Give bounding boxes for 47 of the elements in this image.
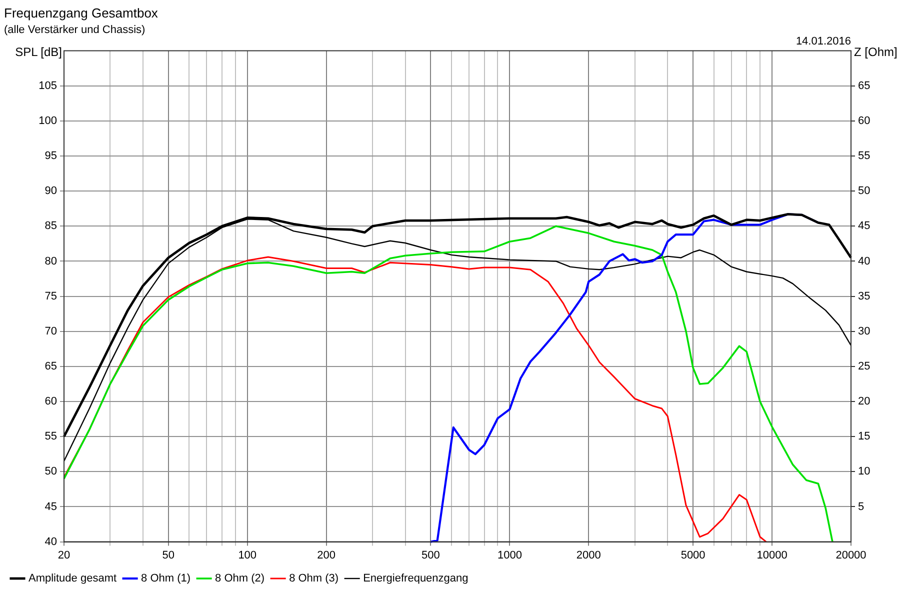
chart-subtitle: (alle Verstärker und Chassis) bbox=[4, 24, 146, 36]
y2-tick-label: 45 bbox=[858, 220, 870, 232]
legend-label: 8 Ohm (3) bbox=[289, 572, 339, 585]
y2-tick-label: 25 bbox=[858, 360, 870, 372]
y2-axis-title: Z [Ohm] bbox=[854, 45, 898, 60]
y-axis-title: SPL [dB] bbox=[15, 45, 62, 60]
y-tick-label: 45 bbox=[44, 500, 57, 513]
y-tick-label: 95 bbox=[44, 150, 57, 162]
y-tick-label: 80 bbox=[44, 255, 57, 268]
x-tick-label: 50 bbox=[162, 549, 175, 562]
y-tick-label: 65 bbox=[44, 360, 57, 372]
y2-tick-label: 35 bbox=[858, 290, 870, 302]
x-tick-label: 20000 bbox=[836, 549, 866, 562]
y2-tick-label: 60 bbox=[858, 114, 870, 127]
y2-tick-label: 10 bbox=[858, 466, 870, 478]
y-tick-label: 90 bbox=[44, 185, 57, 198]
y-tick-label: 40 bbox=[44, 536, 57, 548]
y2-tick-label: 5 bbox=[858, 500, 864, 513]
y-tick-label: 85 bbox=[44, 220, 57, 232]
x-tick-label: 5000 bbox=[680, 549, 706, 562]
y2-tick-label: 30 bbox=[858, 325, 870, 338]
y2-tick-label: 40 bbox=[858, 255, 870, 268]
legend-label: Amplitude gesamt bbox=[28, 572, 117, 585]
y-tick-label: 75 bbox=[44, 290, 57, 302]
y2-tick-label: 15 bbox=[858, 430, 870, 443]
y2-tick-label: 20 bbox=[858, 396, 870, 408]
y2-tick-label: 65 bbox=[858, 80, 870, 92]
y2-tick-label: 50 bbox=[858, 185, 870, 198]
x-tick-label: 100 bbox=[238, 549, 257, 562]
y-tick-label: 55 bbox=[44, 430, 57, 443]
y2-tick-label: 55 bbox=[858, 150, 870, 162]
x-tick-label: 20 bbox=[58, 549, 70, 562]
text: 14.01.2016 bbox=[796, 35, 851, 48]
x-tick-label: 200 bbox=[317, 549, 336, 562]
y-tick-label: 100 bbox=[38, 114, 57, 127]
y-tick-label: 70 bbox=[44, 325, 57, 338]
chart-title: Frequenzgang Gesamtbox bbox=[4, 5, 158, 20]
x-tick-label: 1000 bbox=[497, 549, 522, 562]
legend-label: Energiefrequenzgang bbox=[363, 572, 468, 585]
y-tick-label: 50 bbox=[44, 466, 57, 478]
x-tick-label: 10000 bbox=[756, 549, 788, 562]
legend-label: 8 Ohm (2) bbox=[215, 572, 265, 585]
legend-label: 8 Ohm (1) bbox=[141, 572, 191, 585]
y-tick-label: 60 bbox=[44, 396, 57, 408]
y-tick-label: 105 bbox=[38, 80, 57, 92]
x-tick-label: 500 bbox=[422, 549, 440, 562]
x-tick-label: 2000 bbox=[576, 549, 601, 562]
